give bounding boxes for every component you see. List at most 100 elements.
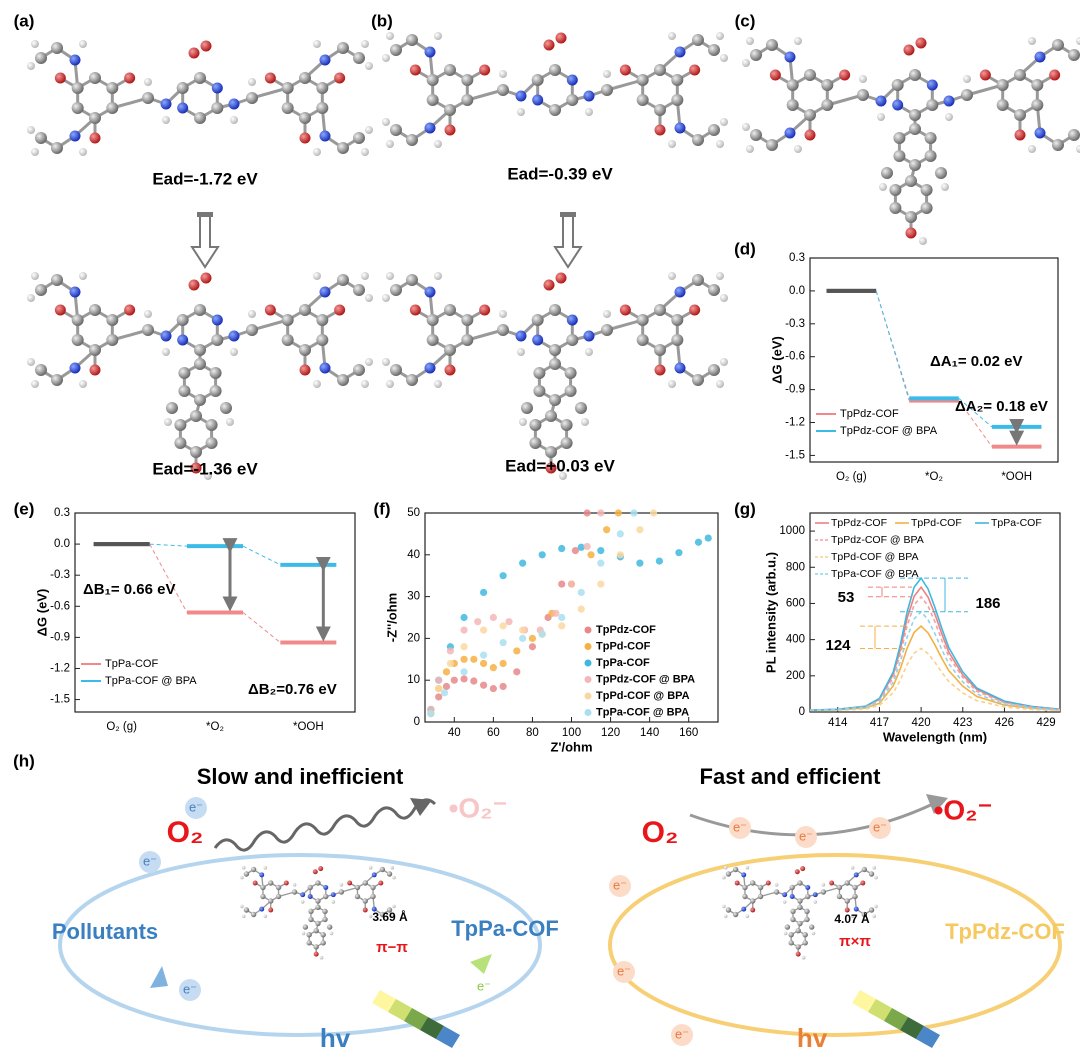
atom: [313, 272, 321, 280]
atom: [300, 892, 306, 898]
atom: [27, 358, 35, 366]
panel-label: (a): [14, 11, 35, 30]
atom: [301, 931, 306, 936]
x-axis-label: Z'/ohm: [550, 739, 592, 754]
atom: [209, 385, 222, 397]
atom: [190, 462, 202, 474]
point: [655, 557, 664, 565]
y-tick-label: 0: [414, 716, 420, 728]
atom: [322, 916, 328, 923]
atom: [299, 112, 311, 124]
point: [519, 634, 527, 643]
distance: 3.69 Å: [372, 909, 408, 924]
point: [616, 551, 624, 559]
atom: [69, 130, 81, 142]
atom: [106, 102, 119, 114]
atom: [720, 118, 728, 126]
atom: [299, 304, 311, 316]
connector: [958, 398, 993, 428]
atom: [708, 364, 720, 376]
atom: [268, 880, 274, 886]
atom: [805, 885, 811, 890]
atom: [292, 883, 297, 887]
legend-label: TpPdz-COF @ BPA: [596, 673, 695, 685]
atom: [789, 894, 795, 899]
atom: [322, 908, 328, 915]
atom: [54, 72, 66, 84]
atom: [790, 908, 796, 915]
atom: [365, 126, 373, 134]
point: [597, 509, 605, 517]
atom: [543, 39, 555, 51]
molecule: [382, 32, 728, 148]
radical: •O₂⁻: [934, 794, 993, 825]
atom: [555, 272, 567, 284]
atom: [319, 955, 324, 960]
atom: [246, 324, 258, 336]
connector: [242, 545, 281, 566]
atom: [926, 99, 939, 111]
atom: [27, 294, 35, 302]
atom: [742, 893, 748, 900]
atom: [860, 880, 866, 886]
y-tick-label: -0.6: [50, 600, 70, 612]
atom: [142, 324, 154, 336]
atom: [852, 893, 858, 900]
atom: [194, 344, 206, 356]
atom: [71, 82, 84, 94]
atom: [308, 908, 314, 915]
atom: [636, 314, 649, 326]
atom: [320, 940, 326, 946]
spectrum: [809, 647, 1061, 712]
atom: [79, 272, 87, 280]
point: [470, 655, 478, 663]
atom: [228, 330, 240, 342]
atom: [220, 402, 232, 414]
y-tick-label: -1.5: [785, 449, 805, 461]
atom: [315, 880, 321, 886]
atom: [426, 314, 439, 326]
atom: [312, 869, 318, 875]
bond: [466, 328, 504, 342]
radical: •O₂⁻: [449, 792, 508, 823]
atom: [444, 104, 456, 116]
connector: [875, 290, 910, 399]
atom: [852, 884, 858, 891]
atom: [797, 904, 803, 910]
molecule: [240, 865, 396, 960]
cof-name: TpPa-COF: [451, 916, 559, 941]
atom: [190, 410, 202, 422]
electron-bg: [729, 817, 751, 839]
atom: [671, 94, 684, 106]
atom: [877, 113, 885, 121]
atom: [211, 102, 224, 114]
atom: [194, 112, 206, 124]
electron: e⁻: [183, 981, 197, 996]
atom: [243, 907, 250, 913]
point: [460, 668, 468, 676]
atom: [424, 286, 436, 298]
atom: [861, 866, 868, 873]
atom: [1049, 69, 1061, 81]
annotation: ΔB₂=0.76 eV: [248, 681, 337, 698]
atom: [371, 906, 377, 912]
atom: [784, 127, 796, 139]
atom: [299, 72, 311, 84]
atom: [532, 334, 544, 346]
legend-label: TpPa-COF @ BPA: [105, 675, 197, 687]
atom: [668, 32, 676, 40]
connector: [242, 612, 281, 643]
atom: [874, 875, 878, 880]
atom: [331, 900, 336, 904]
atom: [533, 367, 546, 379]
atom: [585, 108, 593, 116]
atom: [583, 90, 595, 102]
atom: [228, 98, 240, 110]
y-tick-label: 20: [407, 632, 420, 644]
atom: [804, 69, 816, 81]
light-beam: [900, 1017, 924, 1039]
panel-label: (e): [14, 499, 35, 518]
atom: [742, 59, 750, 67]
photon: hv: [797, 1023, 828, 1053]
ead-label: Ead=-1.72 eV: [152, 169, 258, 188]
